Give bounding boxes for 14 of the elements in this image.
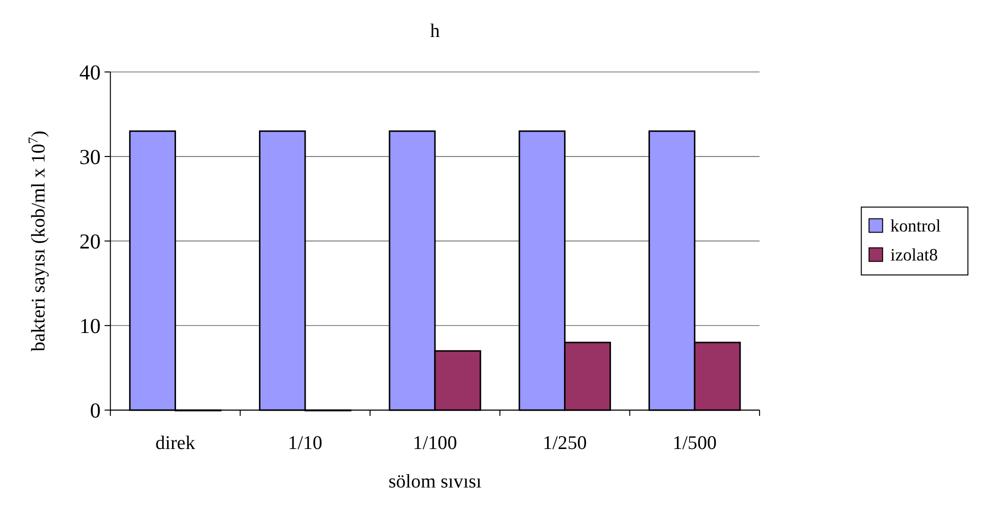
x-tick-label: 1/250 xyxy=(542,432,587,454)
y-tick-label: 30 xyxy=(79,144,101,169)
x-tick-label: 1/500 xyxy=(672,432,717,454)
y-tick-label: 10 xyxy=(79,314,101,338)
x-tick-label: direk xyxy=(155,432,196,454)
y-tick-label: 20 xyxy=(79,229,101,254)
x-tick-label: 1/100 xyxy=(412,432,458,454)
legend-label: kontrol xyxy=(890,216,941,236)
y-tick-label: 0 xyxy=(90,398,101,423)
x-axis-title: sölom sıvısı xyxy=(388,472,482,493)
chart-title: h xyxy=(430,21,440,42)
legend-label: izolat8 xyxy=(890,244,938,265)
x-tick-label: 1/10 xyxy=(288,432,322,454)
y-tick-label: 40 xyxy=(79,60,101,84)
